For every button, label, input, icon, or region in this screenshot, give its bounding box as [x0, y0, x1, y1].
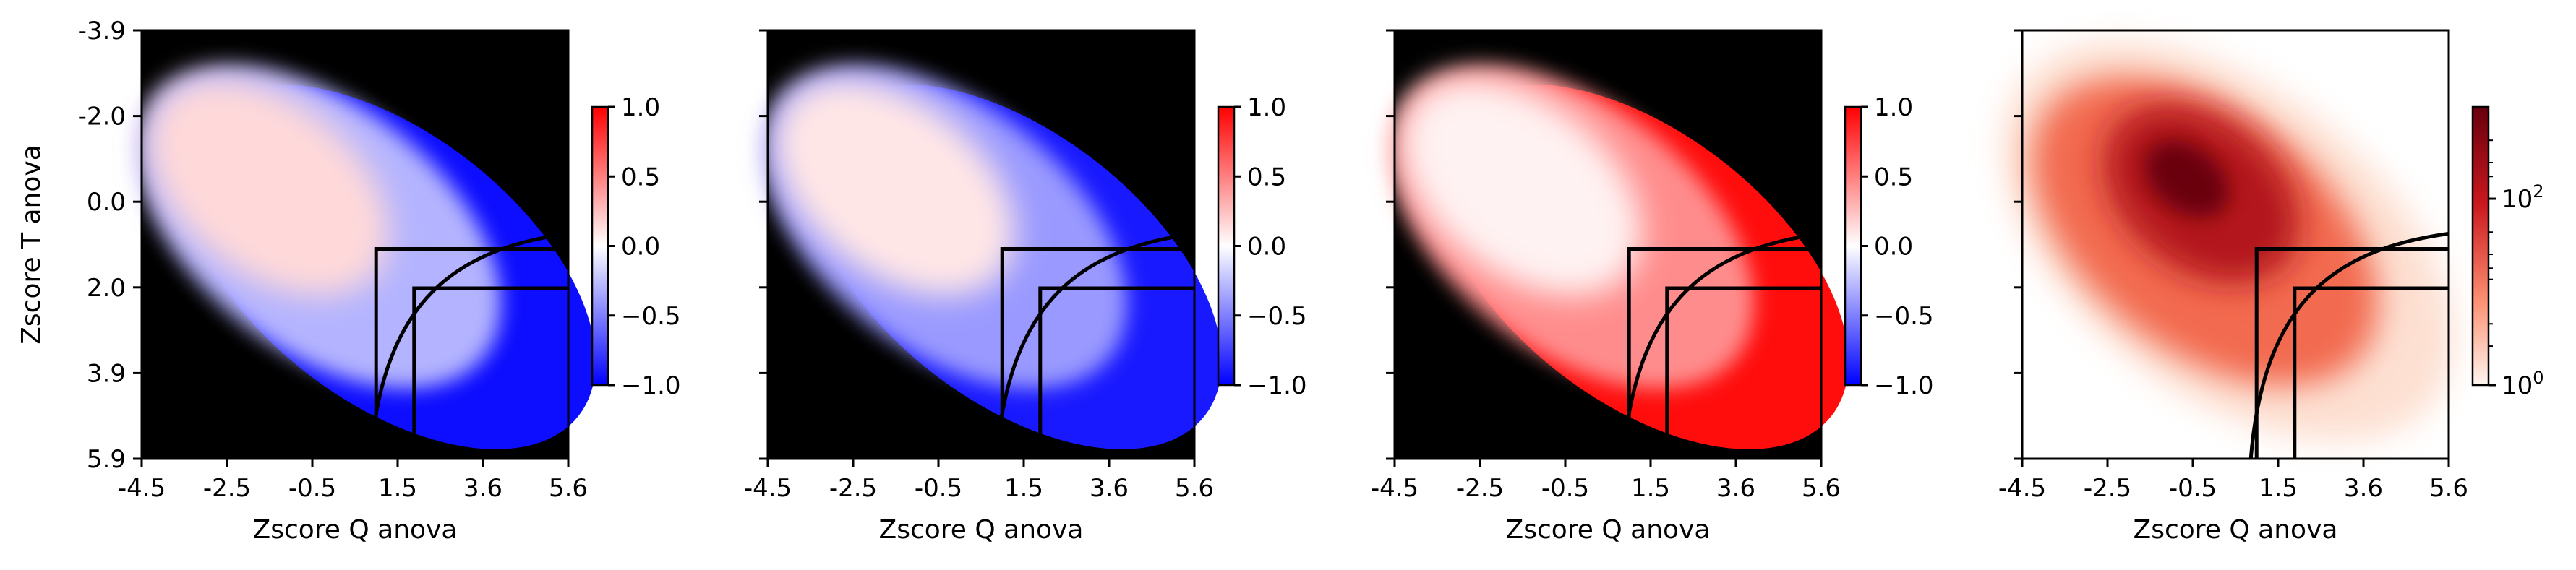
x-tick-label: 1.5 — [1004, 474, 1043, 503]
x-tick-label: -0.5 — [2169, 474, 2217, 503]
y-axis-label: Zscore T anova — [17, 144, 46, 345]
colorbar-gradient — [1844, 105, 1862, 387]
colorbar-tick-label: 0.5 — [1874, 163, 1913, 191]
axes-frame — [1393, 29, 1823, 460]
x-axis-label: Zscore Q anova — [879, 515, 1084, 545]
colorbar-tick-label: 1.0 — [1247, 93, 1286, 122]
colorbar-tick-label: 0.0 — [1247, 233, 1286, 262]
colorbar-tick-label: 0.0 — [621, 233, 660, 262]
colorbar: 1.0 0.5 0.0 −0.5 −1.0 — [1844, 93, 1934, 400]
x-tick-label: 1.5 — [2259, 474, 2298, 503]
y-tick-label: 0.0 — [87, 188, 126, 217]
colorbar: 1.0 0.5 0.0 −0.5 −1.0 — [1217, 93, 1307, 400]
y-tick-label: -2.0 — [78, 103, 126, 131]
axes-frame — [140, 29, 570, 460]
colorbar-tick-label: 1.0 — [621, 93, 660, 122]
x-tick-label: 1.5 — [1631, 474, 1670, 503]
x-tick-label: -4.5 — [1371, 474, 1418, 503]
x-axis-label: Zscore Q anova — [2134, 515, 2338, 545]
x-tick-label: -2.5 — [203, 474, 251, 503]
colorbar-tick-label: −0.5 — [1247, 302, 1307, 331]
x-tick-label: 3.6 — [1716, 474, 1755, 503]
colorbar-tick-label: −1.0 — [1874, 371, 1934, 400]
x-tick-label: -4.5 — [1998, 474, 2046, 503]
x-tick-label: 3.6 — [463, 474, 502, 503]
colorbar-tick-label: −1.0 — [1247, 371, 1307, 400]
overlay-curve — [994, 231, 1195, 459]
x-axis-label: Zscore Q anova — [1506, 515, 1711, 545]
overlay-box-inner — [1665, 286, 1821, 459]
x-axis-label: Zscore Q anova — [253, 515, 458, 545]
x-tick-label: -0.5 — [288, 474, 336, 503]
density-cloud-core — [1400, 78, 1643, 296]
axes-frame — [2021, 29, 2450, 460]
x-tick-label: 3.6 — [2344, 474, 2383, 503]
overlay-box-inner — [1038, 286, 1194, 459]
density-cloud-core — [774, 78, 1016, 296]
colorbar-tick-label: 100 — [2502, 368, 2544, 400]
x-tick-label: 1.5 — [378, 474, 417, 503]
overlay-box-inner — [412, 286, 568, 459]
colorbar-tick-label: −0.5 — [621, 302, 681, 331]
overlay-box-inner — [2293, 286, 2449, 459]
x-tick-label: -2.5 — [2084, 474, 2131, 503]
colorbar-gradient — [591, 105, 609, 387]
y-tick-label: 3.9 — [87, 359, 126, 388]
colorbar: 102 100 — [2471, 105, 2544, 400]
colorbar-tick-label: 0.0 — [1874, 233, 1913, 262]
y-tick-label: -3.9 — [78, 17, 126, 46]
x-tick-label: 5.6 — [1175, 474, 1214, 503]
y-tick-label: 2.0 — [87, 274, 126, 303]
overlay-curve — [1621, 231, 1822, 459]
overlay-curve — [2248, 231, 2449, 459]
x-tick-label: 5.6 — [549, 474, 588, 503]
y-tick-label: 5.9 — [87, 445, 126, 474]
x-tick-label: 5.6 — [1802, 474, 1841, 503]
x-tick-label: -4.5 — [118, 474, 166, 503]
colorbar-tick-label: 0.5 — [1247, 163, 1286, 191]
colorbar-gradient — [1217, 105, 1236, 387]
axes-frame — [766, 29, 1196, 460]
x-tick-label: 5.6 — [2429, 474, 2468, 503]
x-tick-label: -0.5 — [1541, 474, 1589, 503]
x-tick-label: -2.5 — [829, 474, 877, 503]
overlay-curve — [368, 231, 569, 459]
colorbar-gradient — [2471, 105, 2490, 387]
colorbar-tick-label: 0.5 — [621, 163, 660, 191]
colorbar: 1.0 0.5 0.0 −0.5 −1.0 — [591, 93, 681, 400]
x-tick-label: -2.5 — [1456, 474, 1504, 503]
x-tick-label: 3.6 — [1090, 474, 1129, 503]
colorbar-tick-label: −0.5 — [1874, 302, 1934, 331]
density-peak — [2144, 140, 2230, 218]
density-cloud-core — [147, 78, 390, 296]
panel-1: -4.5 -2.5 -0.5 1.5 3.6 5.6 Zscore Q anova -3.9 -… — [17, 17, 681, 545]
panel-3: -4.5 -2.5 -0.5 1.5 3.6 5.6 Zscore Q anova 1.0 0.… — [1371, 29, 1934, 545]
colorbar-tick-label: 102 — [2502, 181, 2544, 214]
colorbar-tick-label: 1.0 — [1874, 93, 1913, 122]
colorbar-tick-label: −1.0 — [621, 371, 681, 400]
x-tick-label: -4.5 — [744, 474, 792, 503]
x-tick-label: -0.5 — [915, 474, 962, 503]
panel-2: -4.5 -2.5 -0.5 1.5 3.6 5.6 Zscore Q anova 1.0 0.… — [744, 29, 1307, 545]
